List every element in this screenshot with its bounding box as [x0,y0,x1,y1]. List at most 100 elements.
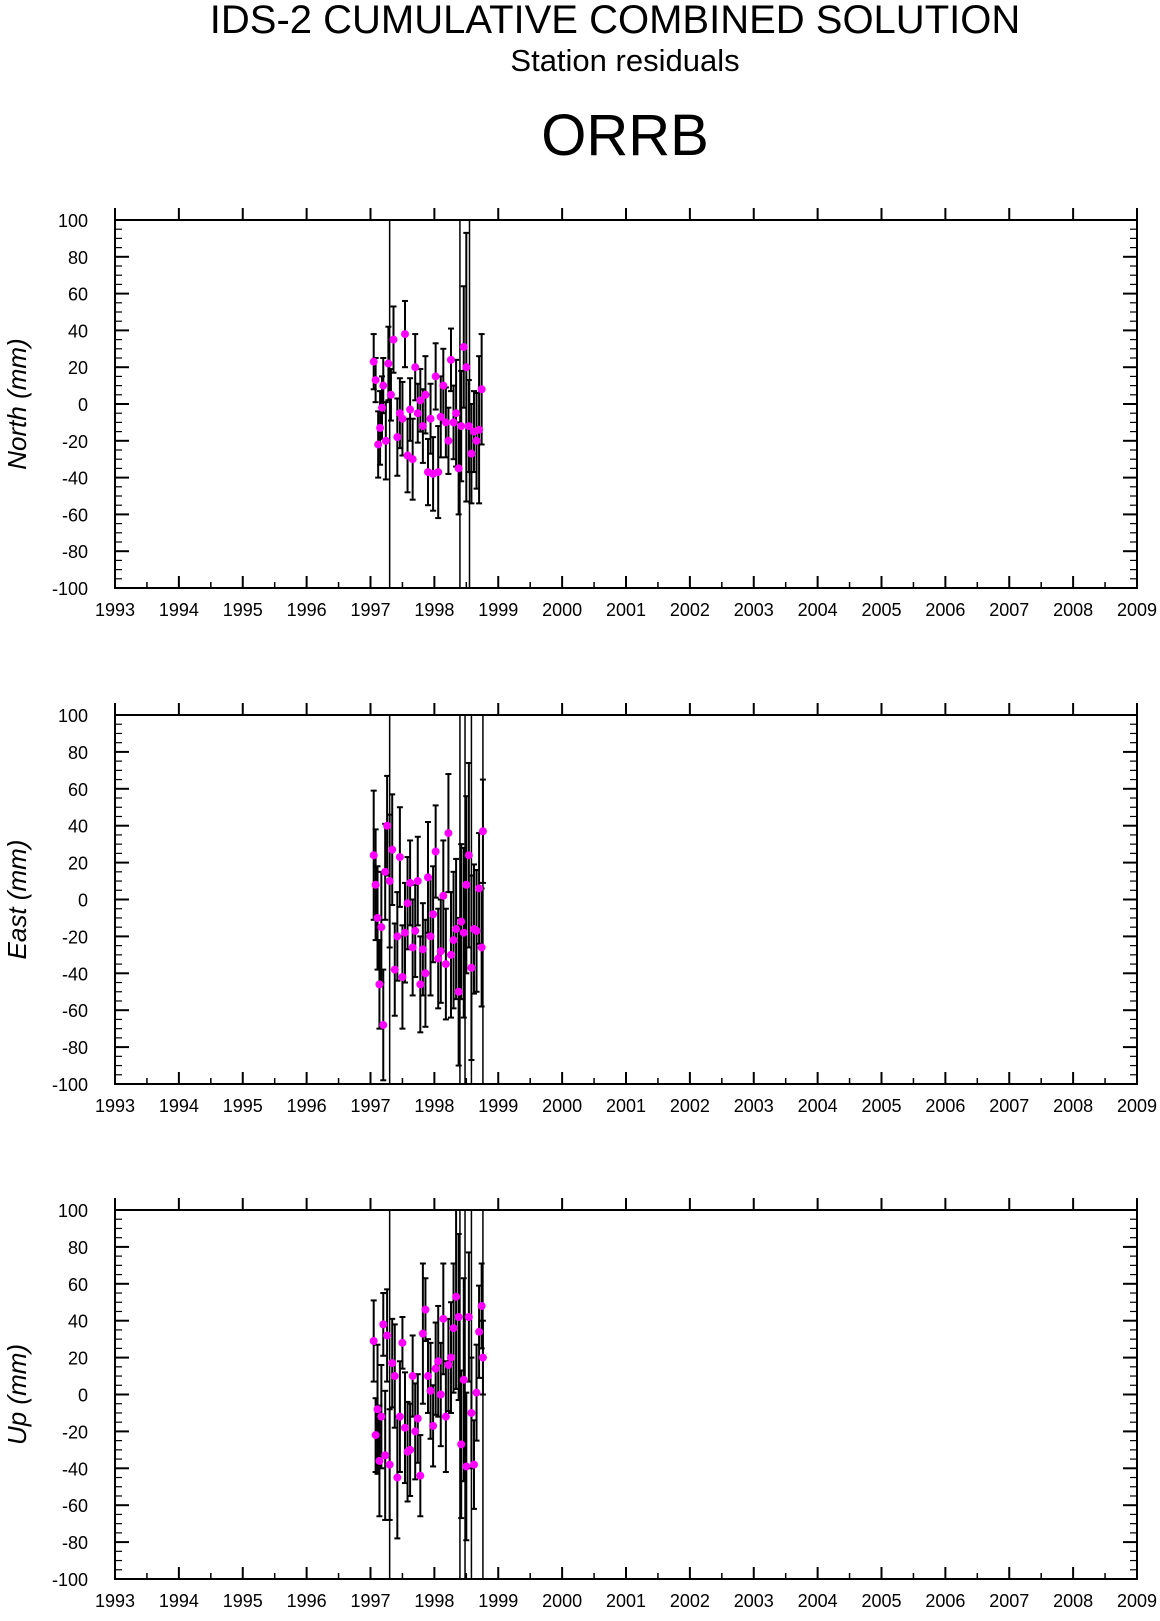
y-tick-label: 60 [68,780,88,800]
data-point [393,1473,402,1482]
north-ylabel: North (mm) [2,338,32,469]
data-point [377,403,386,412]
data-point [408,1372,417,1381]
data-point [395,1412,404,1421]
data-point [371,880,380,889]
y-tick-label: -20 [62,927,88,947]
data-point [400,1423,409,1432]
x-tick-label: 1995 [223,1591,263,1611]
y-tick-label: -20 [62,1422,88,1442]
y-tick-label: 0 [78,395,88,415]
x-tick-label: 2002 [670,1591,710,1611]
data-point [384,359,393,368]
data-point [477,1301,486,1310]
data-point [393,433,402,442]
data-point [434,468,443,477]
data-point [371,1431,380,1440]
y-tick-label: -60 [62,1001,88,1021]
data-point [413,409,422,418]
data-point [421,1305,430,1314]
data-point [459,342,468,351]
data-point [411,363,420,372]
data-point [449,936,458,945]
x-tick-label: 1994 [159,600,199,620]
data-point [477,943,486,952]
data-point [408,943,417,952]
x-tick-label: 1998 [414,1591,454,1611]
data-point [444,436,453,445]
chart-title: IDS-2 CUMULATIVE COMBINED SOLUTION [209,0,1021,42]
x-tick-label: 2004 [798,600,838,620]
data-point [429,910,438,919]
data-point [452,925,461,934]
data-point [385,1460,394,1469]
x-tick-label: 2000 [542,1096,582,1116]
x-tick-label: 1994 [159,1096,199,1116]
data-point [376,423,385,432]
data-point [406,1445,415,1454]
data-point [462,363,471,372]
up-frame [114,1209,1138,1580]
data-point [400,928,409,937]
x-tick-label: 1999 [478,600,518,620]
east-panel: 1993 1994 1995 1996 1997 1998 1999 2000 2001 2002… [2,703,1157,1116]
data-point [454,987,463,996]
data-point [381,1451,390,1460]
x-tick-label: 2009 [1117,600,1157,620]
data-point [439,381,448,390]
x-tick-label: 1994 [159,1591,199,1611]
x-tick-label: 2006 [925,1096,965,1116]
y-tick-label: 60 [68,1275,88,1295]
data-point [457,422,466,431]
x-tick-label: 2003 [734,600,774,620]
x-tick-label: 2008 [1053,600,1093,620]
y-tick-label: -60 [62,1496,88,1516]
data-point [434,1357,443,1366]
data-point [373,913,382,922]
x-tick-label: 1995 [223,1096,263,1116]
data-point [472,436,481,445]
data-point [385,877,394,886]
x-tick-label: 1998 [414,600,454,620]
data-point [377,923,386,932]
data-point [446,355,455,364]
data-point [444,1360,453,1369]
data-point [388,1359,397,1368]
data-point [459,928,468,937]
data-point [457,1440,466,1449]
x-tick-label: 2005 [861,1591,901,1611]
data-point [472,1388,481,1397]
data-point [411,926,420,935]
data-point [436,412,445,421]
x-tick-label: 2005 [861,600,901,620]
x-tick-label: 1995 [223,600,263,620]
data-point [406,405,415,414]
x-tick-label: 1993 [95,600,135,620]
east-frame [114,714,1138,1085]
x-tick-label: 2000 [542,600,582,620]
y-tick-label: -80 [62,1533,88,1553]
data-point [421,969,430,978]
data-point [431,1364,440,1373]
x-tick-label: 1996 [287,1096,327,1116]
data-point [416,396,425,405]
data-point [444,829,453,838]
data-point [446,950,455,959]
data-point [439,1314,448,1323]
data-point [408,455,417,464]
data-point [454,1313,463,1322]
data-point [413,877,422,886]
data-point [436,947,445,956]
data-point [446,1353,455,1362]
x-tick-label: 2008 [1053,1096,1093,1116]
data-point [478,827,487,836]
data-point [469,1460,478,1469]
data-point [431,372,440,381]
data-point [398,1338,407,1347]
y-tick-label: -40 [62,964,88,984]
data-point [390,965,399,974]
data-point [454,464,463,473]
y-tick-label: -100 [52,1570,88,1590]
x-tick-label: 2006 [925,600,965,620]
